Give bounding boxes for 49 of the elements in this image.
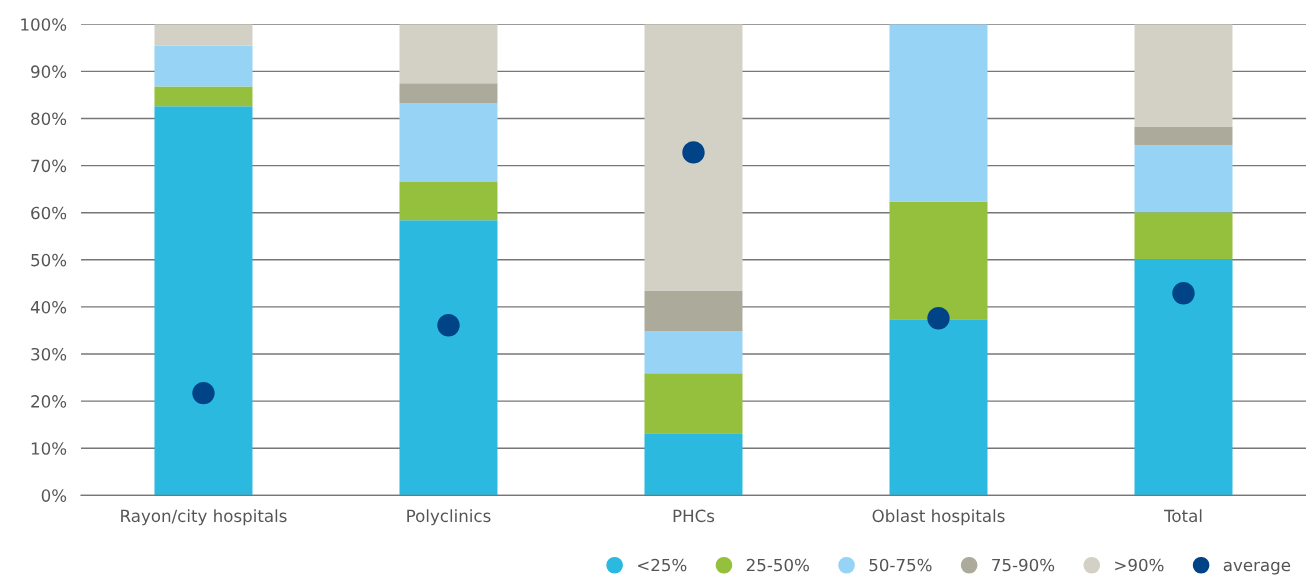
y-tick-label: 90% <box>31 65 67 78</box>
legend-label: 25-50% <box>746 558 809 572</box>
bar <box>399 103 498 183</box>
legend-label: <25% <box>638 558 687 572</box>
x-tick-label: Polyclinics <box>407 509 491 526</box>
point <box>927 307 950 330</box>
bar <box>154 106 253 496</box>
y-tick-label: 60% <box>31 206 67 220</box>
y-tick-label: 70% <box>31 159 67 173</box>
bar <box>644 331 743 374</box>
point <box>437 314 460 337</box>
bar <box>1134 259 1233 496</box>
bar <box>1134 212 1233 260</box>
legend-label: 50-75% <box>869 558 932 572</box>
bar <box>154 45 253 87</box>
y-tick-label: 30% <box>31 347 67 361</box>
x-tick-label: Rayon/city hospitals <box>121 509 287 526</box>
bar <box>1134 126 1233 146</box>
bar <box>644 433 743 496</box>
point <box>192 381 215 405</box>
y-tick-label: 100% <box>21 18 67 31</box>
legend-label: average <box>1223 561 1291 575</box>
point <box>682 141 705 164</box>
y-tick-label: 0% <box>41 489 67 502</box>
bar <box>399 83 498 104</box>
bar <box>889 201 988 320</box>
y-tick-label: 80% <box>31 112 67 126</box>
x-tick-label: PHCs <box>673 509 715 523</box>
bar <box>644 24 743 291</box>
bar <box>154 24 253 46</box>
y-tick-label: 50% <box>31 253 67 267</box>
legend-label: >90% <box>1115 558 1164 572</box>
y-tick-label: 10% <box>31 442 67 455</box>
y-tick-label: 40% <box>30 300 67 314</box>
bar <box>644 290 743 332</box>
x-tick-label: Oblast hospitals <box>872 509 1005 526</box>
bar <box>154 86 253 107</box>
bar <box>1134 24 1233 127</box>
bar <box>889 319 988 496</box>
bar <box>399 182 498 221</box>
point <box>1172 282 1195 305</box>
legend-label: 75-90% <box>992 558 1055 572</box>
bar <box>889 24 988 202</box>
bar <box>644 373 743 434</box>
x-tick-label: Total <box>1163 509 1202 523</box>
bar <box>1134 145 1233 213</box>
bar <box>399 220 498 496</box>
y-tick-label: 20% <box>31 395 67 408</box>
bar <box>399 24 498 84</box>
